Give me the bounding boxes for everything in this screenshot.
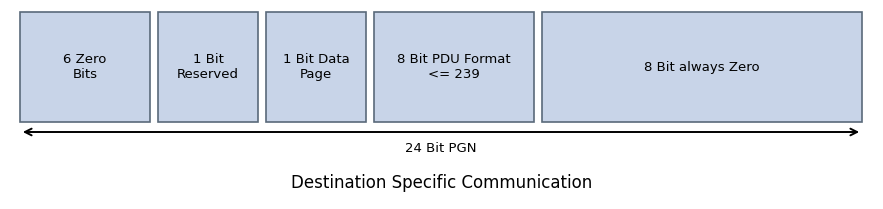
Bar [266,12,366,122]
Text: 8 Bit PDU Format
<= 239: 8 Bit PDU Format <= 239 [397,53,510,81]
Text: 24 Bit PGN: 24 Bit PGN [405,141,477,154]
Text: 1 Bit
Reserved: 1 Bit Reserved [177,53,239,81]
Text: 1 Bit Data
Page: 1 Bit Data Page [283,53,350,81]
Bar [542,12,862,122]
Text: Destination Specific Communication: Destination Specific Communication [291,174,592,192]
Text: 8 Bit always Zero: 8 Bit always Zero [645,60,759,74]
Bar [20,12,150,122]
Bar [158,12,258,122]
Bar [374,12,534,122]
Text: 6 Zero
Bits: 6 Zero Bits [64,53,107,81]
